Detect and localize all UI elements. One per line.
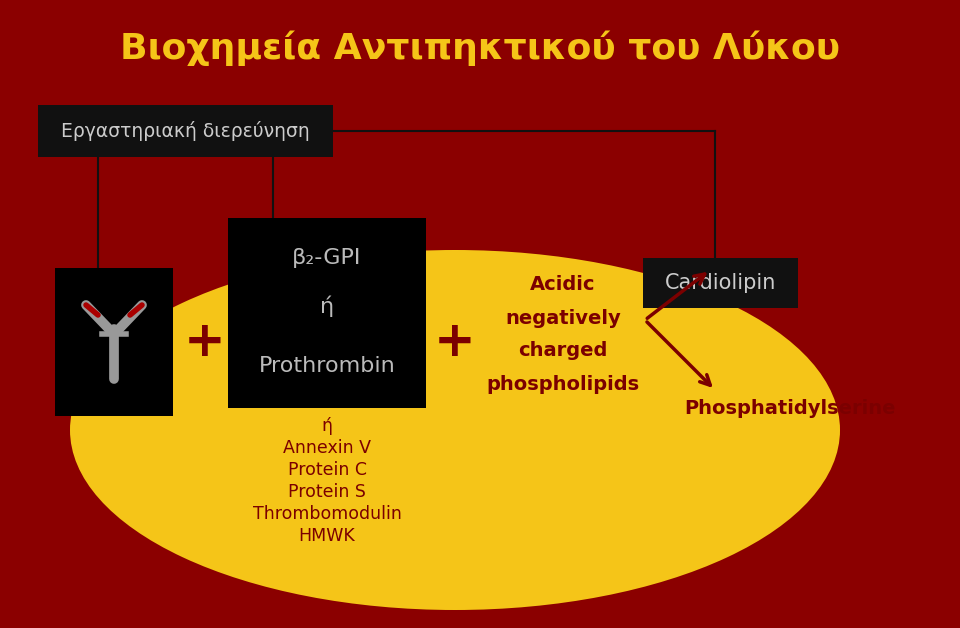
Text: ή: ή xyxy=(320,295,334,317)
Text: Protein C: Protein C xyxy=(287,461,367,479)
Ellipse shape xyxy=(70,250,840,610)
FancyBboxPatch shape xyxy=(55,268,173,416)
Text: HMWK: HMWK xyxy=(299,527,355,545)
Text: +: + xyxy=(184,318,226,366)
Text: Εργαστηριακή διερεύνηση: Εργαστηριακή διερεύνηση xyxy=(61,121,310,141)
FancyBboxPatch shape xyxy=(228,218,426,408)
Text: Prothrombin: Prothrombin xyxy=(258,356,396,376)
Text: Acidic: Acidic xyxy=(530,276,596,295)
Text: Protein S: Protein S xyxy=(288,483,366,501)
FancyBboxPatch shape xyxy=(38,105,333,157)
Text: Thrombomodulin: Thrombomodulin xyxy=(252,505,401,523)
Text: Phosphatidylserine: Phosphatidylserine xyxy=(684,399,896,418)
Text: phospholipids: phospholipids xyxy=(487,374,639,394)
Text: Βιοχημεία Αντιπηκτικού του Λύκου: Βιοχημεία Αντιπηκτικού του Λύκου xyxy=(120,30,840,66)
Text: Cardiolipin: Cardiolipin xyxy=(665,273,777,293)
Text: β₂-GPI: β₂-GPI xyxy=(292,248,362,268)
Text: ή: ή xyxy=(322,417,332,435)
FancyBboxPatch shape xyxy=(643,258,798,308)
Text: Annexin V: Annexin V xyxy=(283,439,371,457)
Text: charged: charged xyxy=(518,342,608,360)
Text: negatively: negatively xyxy=(505,308,621,327)
Text: +: + xyxy=(434,318,476,366)
